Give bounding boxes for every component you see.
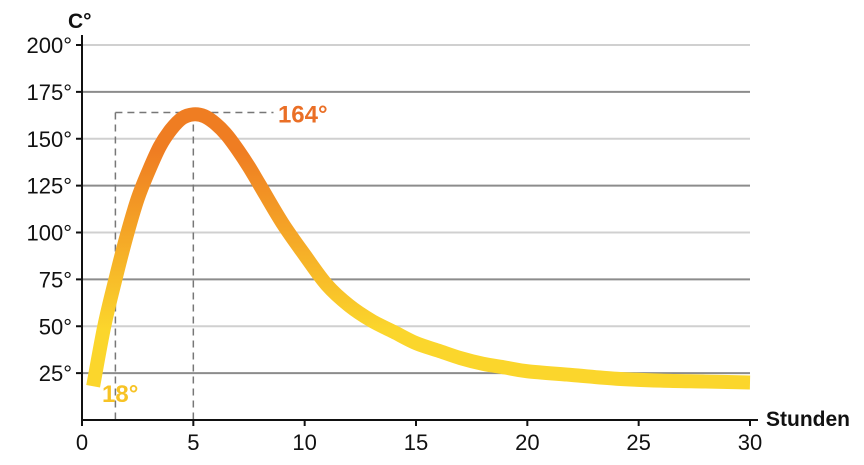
x-tick-label: 30: [738, 430, 762, 455]
x-tick-label: 25: [626, 430, 650, 455]
temperature-series-line: [86, 107, 751, 390]
y-tick-label: 125°: [26, 174, 72, 199]
tick-labels: 25° 50° 75° 100° 125° 150° 175° 200° 0 5 10 15 20 25 3…: [26, 33, 762, 455]
x-tick-label: 10: [292, 430, 316, 455]
y-tick-label: 100°: [26, 221, 72, 246]
x-axis-title: Stunden: [766, 408, 850, 431]
x-tick-label: 0: [76, 430, 88, 455]
start-value-label: 18°: [102, 381, 138, 408]
series-layer: [86, 107, 751, 390]
y-tick-label: 25°: [39, 361, 72, 386]
x-tick-label: 5: [187, 430, 199, 455]
x-tick-label: 15: [404, 430, 428, 455]
y-tick-label: 50°: [39, 314, 72, 339]
y-tick-label: 175°: [26, 80, 72, 105]
y-tick-label: 150°: [26, 127, 72, 152]
y-tick-label: 75°: [39, 267, 72, 292]
y-axis-title: C°: [68, 10, 92, 33]
y-tick-label: 200°: [26, 33, 72, 58]
guide-lines: [114, 111, 274, 420]
peak-value-label: 164°: [278, 102, 328, 129]
x-tick-label: 20: [515, 430, 539, 455]
axes: [76, 35, 758, 426]
grid-lines: [82, 44, 750, 375]
annotations: 164° 18°: [102, 102, 328, 409]
